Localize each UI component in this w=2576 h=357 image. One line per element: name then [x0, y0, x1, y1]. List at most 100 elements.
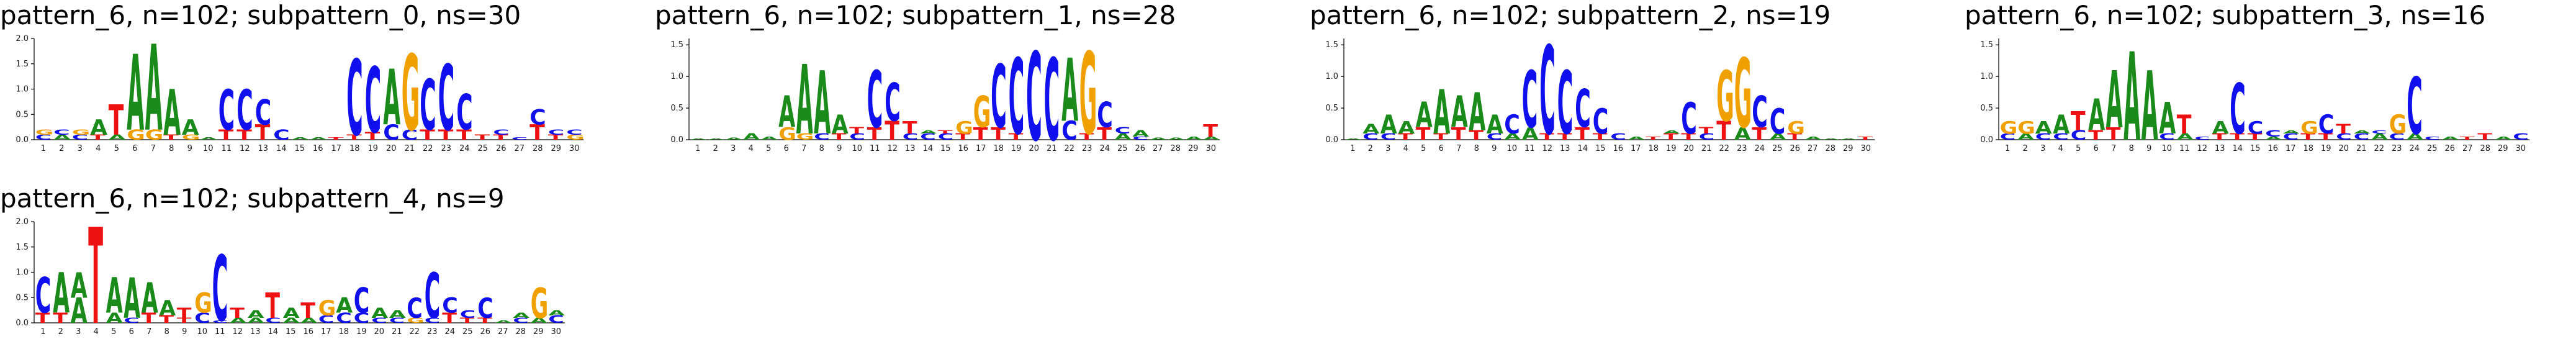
- logo-letter-C: C: [425, 260, 441, 333]
- x-tick-label: 1: [40, 327, 45, 337]
- x-tick-label: 19: [1011, 144, 1022, 153]
- panel-title: pattern_6, n=102; subpattern_0, ns=30: [0, 0, 521, 30]
- panel-title: pattern_6, n=102; subpattern_3, ns=16: [1965, 0, 2486, 30]
- x-tick-label: 11: [2179, 144, 2190, 153]
- logo-letter-A: A: [182, 116, 199, 140]
- logo-letter-C: C: [477, 293, 493, 325]
- x-tick-label: 7: [801, 144, 806, 153]
- x-tick-label: 24: [459, 144, 470, 153]
- logo-letter-A: A: [163, 77, 181, 150]
- logo-panel-4: pattern_6, n=102; subpattern_4, ns=9 0.0…: [0, 183, 621, 357]
- logo-letter-C: C: [218, 79, 235, 143]
- logo-letter-G: G: [1787, 118, 1805, 138]
- logo-letter-A: A: [2265, 136, 2282, 141]
- x-tick-label: 19: [367, 144, 378, 153]
- logo-letter-A: A: [230, 317, 246, 325]
- x-tick-label: 16: [1613, 144, 1623, 153]
- logo-letter-C: C: [2407, 61, 2423, 152]
- logo-letter-T: T: [35, 310, 50, 326]
- logo-letter-T: T: [177, 305, 192, 321]
- logo-letter-T: T: [328, 137, 344, 140]
- x-tick-label: 28: [515, 327, 526, 337]
- x-tick-label: 2: [59, 144, 64, 153]
- logo-letter-A: A: [726, 137, 743, 140]
- y-tick-label: 0.5: [1980, 104, 1993, 113]
- logo-letter-T: T: [1593, 132, 1608, 142]
- x-tick-label: 6: [132, 144, 137, 153]
- logo-letter-G: G: [955, 118, 973, 138]
- logo-letter-A: A: [2212, 118, 2230, 138]
- logo-letter-C: C: [212, 320, 228, 323]
- logo-panel-0: pattern_6, n=102; subpattern_0, ns=30 0.…: [0, 0, 621, 174]
- logo-letter-A: A: [796, 46, 813, 156]
- logo-letter-G: G: [145, 127, 164, 143]
- x-tick-label: 23: [427, 327, 438, 337]
- logo-chart: 0.00.51.01.51 2 3 4 5 6 7 8 9 10 11 12 13 14 15 16 17 18 1…: [1325, 22, 1875, 163]
- logo-letter-C: C: [1362, 132, 1379, 142]
- x-tick-label: 7: [2111, 144, 2116, 153]
- logo-letter-T: T: [1451, 124, 1466, 144]
- logo-letter-A: A: [1770, 132, 1787, 142]
- logo-letter-T: T: [442, 310, 457, 326]
- logo-letter-C: C: [1132, 136, 1148, 141]
- logo-panel-3: pattern_6, n=102; subpattern_3, ns=16 0.…: [1965, 0, 2576, 174]
- logo-letter-A: A: [53, 261, 70, 326]
- logo-letter-G: G: [2017, 118, 2035, 138]
- logo-letter-A: A: [1398, 118, 1415, 138]
- x-tick-label: 2: [58, 327, 63, 337]
- y-tick-label: 0.0: [16, 319, 29, 328]
- x-tick-label: 8: [164, 327, 169, 337]
- logo-letter-C: C: [1610, 132, 1626, 142]
- logo-letter-A: A: [1203, 136, 1220, 141]
- logo-letter-C: C: [2053, 132, 2069, 142]
- logo-letter-T: T: [548, 133, 564, 142]
- logo-letter-T: T: [973, 124, 988, 144]
- x-tick-label: 4: [1403, 144, 1408, 153]
- logo-letter-T: T: [88, 201, 103, 354]
- x-tick-label: 2: [1368, 144, 1373, 153]
- x-tick-label: 14: [922, 144, 933, 153]
- x-tick-label: 6: [1439, 144, 1444, 153]
- x-tick-label: 21: [2356, 144, 2367, 153]
- logo-letter-A: A: [1132, 129, 1150, 138]
- logo-letter-A: A: [200, 137, 217, 140]
- logo-letter-T: T: [2106, 124, 2121, 144]
- y-tick-label: 0.5: [16, 293, 29, 302]
- x-tick-label: 21: [392, 327, 402, 337]
- logo-letter-C: C: [1681, 94, 1697, 145]
- logo-letter-C: C: [2265, 129, 2281, 138]
- x-tick-label: 5: [2076, 144, 2081, 153]
- logo-letter-C: C: [2230, 69, 2246, 150]
- logo-letter-C: C: [354, 281, 370, 321]
- x-tick-label: 26: [496, 144, 507, 153]
- logo-panel-2: pattern_6, n=102; subpattern_2, ns=19 0.…: [1310, 0, 1930, 174]
- logo-letter-A: A: [389, 309, 406, 320]
- logo-letter-T: T: [1681, 132, 1696, 142]
- x-tick-label: 12: [1542, 144, 1552, 153]
- logo-letter-A: A: [531, 317, 547, 325]
- logo-letter-A: A: [690, 138, 707, 140]
- logo-letter-T: T: [849, 125, 864, 135]
- logo-letter-A: A: [336, 294, 353, 318]
- x-tick-label: 3: [2040, 144, 2045, 153]
- x-tick-label: 14: [2232, 144, 2243, 153]
- logo-letter-T: T: [365, 130, 381, 143]
- logo-letter-C: C: [383, 121, 399, 145]
- x-tick-label: 29: [1188, 144, 1199, 153]
- logo-letter-C: C: [442, 294, 458, 318]
- x-tick-label: 6: [2094, 144, 2099, 153]
- x-tick-label: 25: [1117, 144, 1128, 153]
- x-tick-label: 19: [1666, 144, 1677, 153]
- x-tick-label: 15: [294, 144, 305, 153]
- logo-letter-A: A: [292, 137, 309, 140]
- x-tick-label: 20: [374, 327, 384, 337]
- logo-letter-C: C: [1115, 125, 1131, 135]
- logo-letter-C: C: [371, 317, 387, 325]
- logo-letter-A: A: [1061, 40, 1078, 141]
- logo-letter-T: T: [218, 127, 234, 143]
- logo-letter-C: C: [425, 317, 441, 325]
- logo-letter-A: A: [1433, 78, 1450, 148]
- logo-letter-T: T: [1097, 124, 1112, 144]
- logo-letter-G: G: [318, 296, 336, 320]
- x-tick-label: 27: [1808, 144, 1818, 153]
